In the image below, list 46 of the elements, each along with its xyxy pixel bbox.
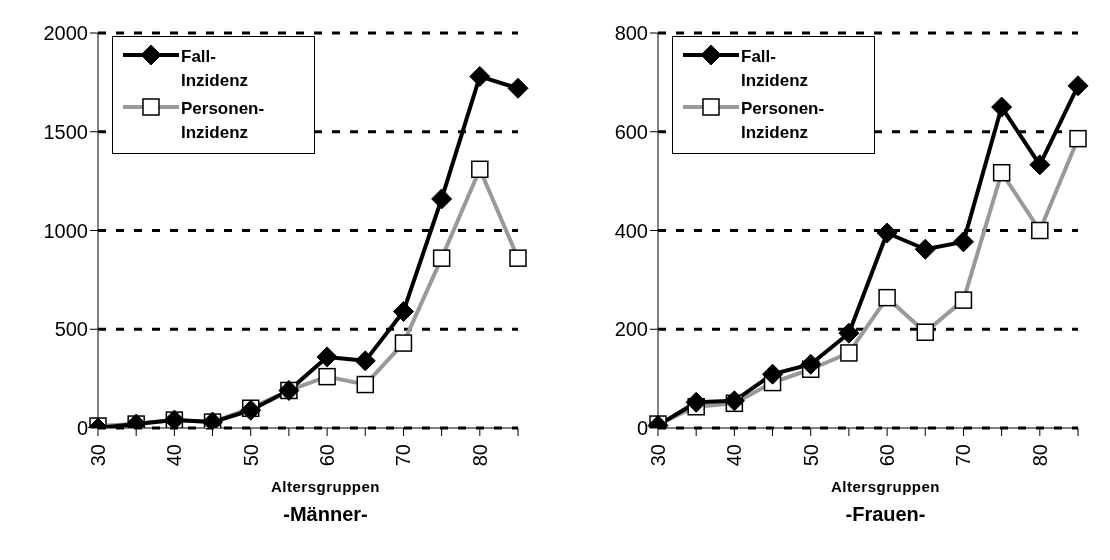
legend-label: Personen-Inzidenz xyxy=(181,98,266,144)
y-tick-label: 1000 xyxy=(43,219,88,242)
x-tick-label: 80 xyxy=(468,444,491,467)
point xyxy=(431,188,453,210)
x-tick-label: 60 xyxy=(316,444,339,467)
y-tick-label: 0 xyxy=(636,417,648,440)
y-tick-label: 800 xyxy=(614,22,648,45)
legend-label: Fall-Inzidenz xyxy=(181,46,250,92)
x-axis-title: Altersgruppen xyxy=(270,478,381,495)
text: -Frauen- xyxy=(844,503,927,526)
point xyxy=(838,322,860,344)
point xyxy=(762,363,784,385)
text: -Männer- xyxy=(282,503,369,526)
point xyxy=(914,238,936,260)
y-tick-label: 2000 xyxy=(43,22,88,45)
x-tick-label: 70 xyxy=(952,444,975,467)
legend-label: Fall-Inzidenz xyxy=(741,46,810,92)
y-tick-label: 500 xyxy=(54,318,88,341)
y-tick-label: 200 xyxy=(614,318,648,341)
x-tick-label: 50 xyxy=(239,444,262,467)
point xyxy=(952,231,974,253)
x-tick-label: 70 xyxy=(392,444,415,467)
x-tick-label: 40 xyxy=(723,444,746,467)
x-tick-label: 30 xyxy=(87,444,109,467)
point xyxy=(991,96,1013,118)
point xyxy=(469,65,491,87)
point xyxy=(1029,154,1051,176)
point xyxy=(316,346,338,368)
y-tick-label: 1500 xyxy=(43,120,88,143)
x-axis-title: Altersgruppen xyxy=(830,478,941,495)
legend-label: Personen-Inzidenz xyxy=(741,98,826,144)
x-tick-label: 80 xyxy=(1028,444,1051,467)
point xyxy=(354,350,376,372)
y-tick-label: 400 xyxy=(614,219,648,242)
point xyxy=(685,391,707,413)
point xyxy=(392,300,414,322)
y-tick-label: 600 xyxy=(614,120,648,143)
x-tick-label: 60 xyxy=(876,444,899,467)
x-tick-label: 50 xyxy=(799,444,822,467)
point xyxy=(800,353,822,375)
point xyxy=(876,222,898,244)
y-tick-label: 0 xyxy=(76,417,88,440)
x-tick-label: 30 xyxy=(647,444,669,467)
x-tick-label: 40 xyxy=(163,444,186,467)
point xyxy=(507,77,529,99)
point xyxy=(1067,75,1089,97)
